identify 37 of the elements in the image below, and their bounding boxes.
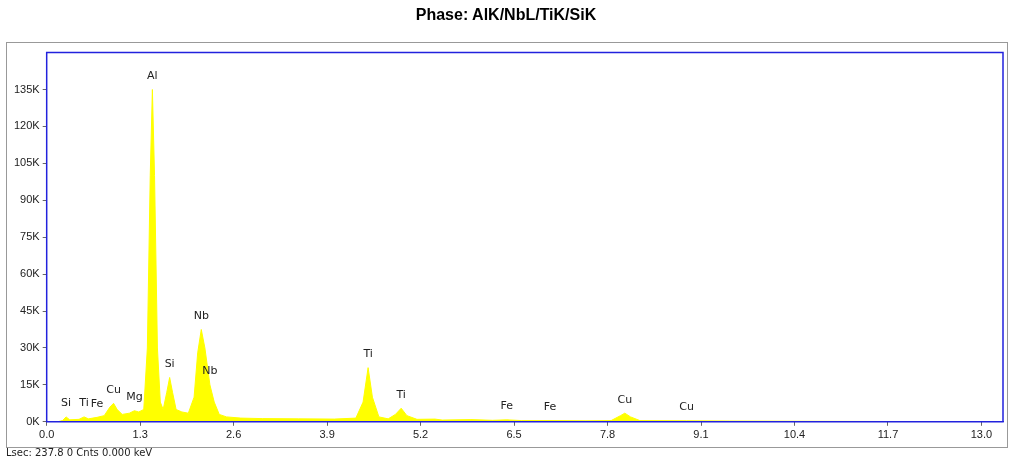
- annotation: Si: [61, 396, 72, 410]
- y-tick-label: 15K: [20, 377, 41, 390]
- x-tick-label: 1.3: [132, 428, 148, 441]
- annotation: Fe: [543, 399, 557, 413]
- x-tick-label: 5.2: [412, 428, 429, 441]
- x-tick-label: 3.9: [319, 428, 335, 441]
- annotation: Ti: [78, 396, 89, 410]
- y-tick-label: 0K: [26, 414, 41, 427]
- annotation: Ti: [395, 387, 406, 401]
- y-tick-label: 75K: [20, 230, 41, 243]
- x-tick-label: 13.0: [970, 428, 993, 441]
- y-tick-label: 45K: [20, 304, 41, 317]
- x-tick-label: 2.6: [225, 428, 242, 441]
- text: Lsec: 237.8 0 Cnts 0.000 keV: [6, 447, 153, 458]
- y-tick-label: 90K: [20, 193, 41, 206]
- x-tick-label: 11.7: [877, 428, 899, 441]
- annotation: Fe: [500, 399, 514, 413]
- annotation: Ti: [362, 347, 373, 361]
- annotation: Mg: [126, 390, 143, 404]
- y-tick-label: 105K: [13, 156, 41, 169]
- x-tick-label: 7.8: [599, 428, 616, 441]
- annotation: Al: [147, 68, 158, 82]
- annotation: Cu: [679, 400, 694, 414]
- annotation: Fe: [90, 396, 104, 410]
- x-tick-label: 6.5: [506, 428, 522, 441]
- annotation: Si: [164, 356, 175, 370]
- x-tick-label: 10.4: [783, 428, 806, 441]
- annotation: Nb: [193, 308, 209, 322]
- y-tick-label: 60K: [20, 267, 41, 280]
- annotation: Cu: [106, 382, 121, 396]
- chart-title: Phase: AlK/NbL/TiK/SiK: [414, 6, 598, 24]
- y-tick-label: 120K: [13, 119, 41, 132]
- y-tick-label: 30K: [20, 340, 41, 353]
- y-tick-label: 135K: [13, 82, 41, 95]
- annotation: Cu: [617, 392, 633, 406]
- x-tick-label: 0.0: [39, 428, 55, 441]
- x-tick-label: 9.1: [693, 428, 709, 441]
